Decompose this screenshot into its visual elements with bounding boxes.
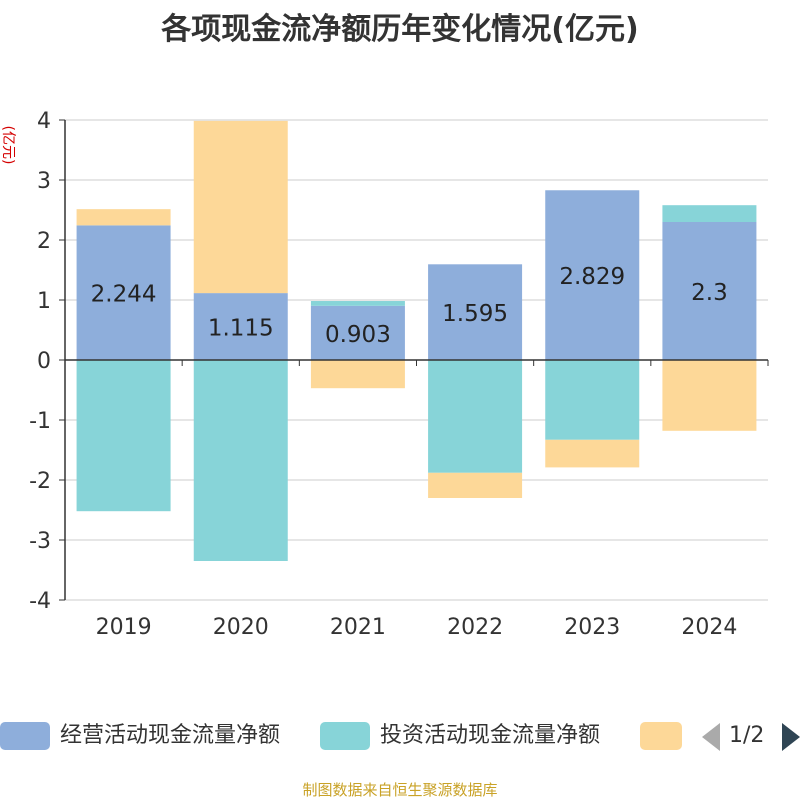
legend: 经营活动现金流量净额 投资活动现金流量净额 1/2 [0, 716, 800, 756]
bar-segment [545, 439, 640, 468]
x-tick-label: 2020 [213, 615, 269, 640]
bar-segment [193, 293, 288, 360]
x-tick-label: 2022 [447, 615, 503, 640]
bar-segment [76, 209, 171, 226]
bar-segment [310, 301, 405, 306]
y-tick-label: -3 [29, 529, 51, 554]
x-tick-label: 2021 [330, 615, 386, 640]
data-label: 1.115 [208, 316, 274, 342]
legend-label-investing: 投资活动现金流量净额 [380, 723, 601, 748]
y-tick-label: -1 [29, 409, 51, 434]
legend-prev-page-icon[interactable] [702, 723, 720, 751]
y-tick-label: 2 [37, 229, 51, 254]
x-tick-label: 2019 [96, 615, 152, 640]
bar-segment [662, 205, 757, 222]
y-tick-label: -2 [29, 469, 51, 494]
bar-segment [428, 264, 523, 360]
x-tick-label: 2023 [564, 615, 620, 640]
legend-swatch-operating [0, 722, 50, 750]
legend-swatch-investing [320, 722, 370, 750]
y-tick-label: 0 [37, 349, 51, 374]
data-label: 2.829 [559, 264, 625, 290]
bar-segment [428, 472, 523, 498]
data-label: 1.595 [442, 301, 508, 327]
bar-segment [428, 360, 523, 473]
source-note: 制图数据来自恒生聚源数据库 [302, 781, 498, 799]
bar-segment [662, 222, 757, 360]
legend-page-indicator: 1/2 [729, 723, 765, 748]
data-label: 2.244 [91, 282, 157, 308]
legend-next-page-icon[interactable] [782, 723, 800, 751]
bar-segment [310, 360, 405, 389]
bar-segment [76, 225, 171, 360]
y-tick-label: 1 [37, 289, 51, 314]
x-tick-label: 2024 [681, 615, 737, 640]
bar-segment [193, 360, 288, 561]
bar-segment [76, 360, 171, 512]
y-tick-label: 3 [37, 169, 51, 194]
data-label: 2.3 [691, 280, 728, 306]
y-tick-label: 4 [37, 109, 51, 134]
bar-segment [545, 360, 640, 440]
y-tick-label: -4 [29, 589, 51, 614]
y-axis-label: (亿元) [0, 126, 16, 165]
bar-segment [545, 190, 640, 360]
bar-segment [310, 305, 405, 360]
legend-swatch-third [640, 722, 682, 750]
chart-title: 各项现金流净额历年变化情况(亿元) [161, 12, 639, 47]
legend-label-operating: 经营活动现金流量净额 [60, 723, 281, 748]
bar-segment [193, 120, 288, 294]
bar-segment [662, 360, 757, 431]
data-label: 0.903 [325, 322, 391, 348]
